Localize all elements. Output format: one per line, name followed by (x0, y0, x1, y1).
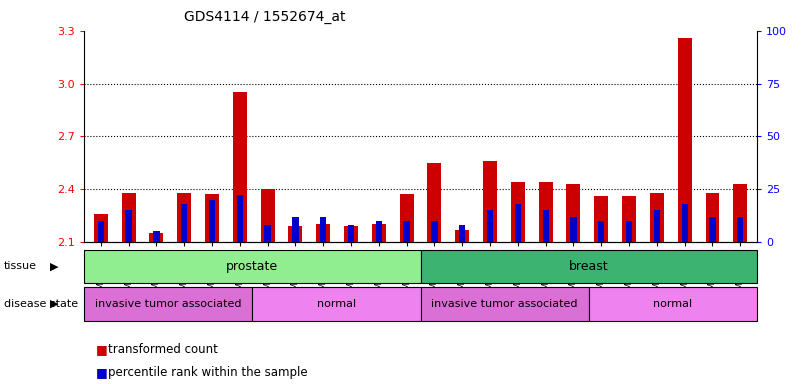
Bar (650, 193, 664, 384)
Text: GDS4114 / 1552674_at: GDS4114 / 1552674_at (183, 10, 345, 23)
Bar (487, 210, 493, 242)
Bar (431, 221, 437, 242)
Bar (205, 194, 219, 384)
Text: invasive tumor associated: invasive tumor associated (432, 299, 578, 309)
Text: ▶: ▶ (50, 299, 58, 309)
Bar (622, 196, 636, 384)
Bar (515, 204, 521, 242)
Bar (126, 210, 131, 242)
Bar (84, 250, 421, 283)
Bar (706, 193, 719, 384)
Text: ■: ■ (96, 366, 108, 379)
Text: invasive tumor associated: invasive tumor associated (95, 299, 241, 309)
Bar (260, 189, 275, 384)
Bar (678, 38, 691, 384)
Text: normal: normal (654, 299, 692, 309)
Bar (594, 196, 608, 384)
Bar (598, 221, 605, 242)
Bar (400, 194, 413, 384)
Bar (483, 161, 497, 384)
Text: transformed count: transformed count (108, 343, 218, 356)
Bar (153, 231, 159, 242)
Bar (710, 217, 715, 242)
Bar (84, 287, 252, 321)
Bar (428, 163, 441, 384)
Bar (177, 193, 191, 384)
Bar (209, 200, 215, 242)
Bar (733, 184, 747, 384)
Bar (626, 221, 632, 242)
Bar (589, 287, 757, 321)
Bar (233, 92, 247, 384)
Bar (511, 182, 525, 384)
Bar (376, 221, 382, 242)
Bar (566, 184, 581, 384)
Bar (404, 221, 410, 242)
Bar (264, 225, 271, 242)
Bar (539, 182, 553, 384)
Bar (542, 210, 549, 242)
Text: normal: normal (317, 299, 356, 309)
Bar (455, 230, 469, 384)
Bar (682, 204, 688, 242)
Text: prostate: prostate (226, 260, 279, 273)
Bar (122, 193, 135, 384)
Bar (421, 287, 589, 321)
Text: tissue: tissue (4, 262, 37, 271)
Text: breast: breast (569, 260, 609, 273)
Bar (94, 214, 108, 384)
Bar (421, 250, 757, 283)
Bar (737, 217, 743, 242)
Bar (150, 233, 163, 384)
Bar (320, 217, 326, 242)
Bar (316, 224, 330, 384)
Bar (292, 217, 299, 242)
Bar (459, 225, 465, 242)
Bar (570, 217, 577, 242)
Bar (236, 195, 243, 242)
Bar (288, 226, 302, 384)
Bar (344, 226, 358, 384)
Text: percentile rank within the sample: percentile rank within the sample (108, 366, 308, 379)
Bar (181, 204, 187, 242)
Text: ■: ■ (96, 343, 108, 356)
Bar (348, 225, 354, 242)
Text: disease state: disease state (4, 299, 78, 309)
Text: ▶: ▶ (50, 262, 58, 271)
Bar (372, 224, 386, 384)
Bar (252, 287, 421, 321)
Bar (654, 210, 660, 242)
Bar (98, 221, 104, 242)
